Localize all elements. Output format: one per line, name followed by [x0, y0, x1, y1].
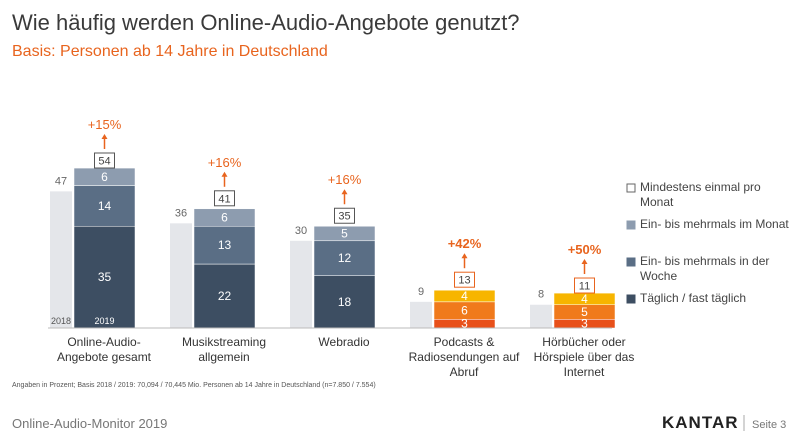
- segment-label: 12: [338, 251, 352, 265]
- segment-label: 3: [581, 317, 588, 331]
- legend-swatch: [626, 257, 636, 267]
- total-label: 35: [338, 211, 350, 223]
- category-label: Abruf: [450, 365, 479, 379]
- growth-arrowhead: [461, 253, 468, 259]
- bar-2018: [170, 223, 192, 328]
- growth-arrowhead: [221, 171, 228, 177]
- growth-label: +16%: [328, 172, 362, 187]
- segment-label: 4: [461, 289, 468, 303]
- total-label: 11: [579, 281, 590, 293]
- footnote: Angaben in Prozent; Basis 2018 / 2019: 7…: [12, 382, 376, 389]
- legend-swatch: [626, 183, 636, 193]
- growth-arrowhead: [341, 189, 348, 195]
- legend-swatch: [626, 294, 636, 304]
- segment-label: 35: [98, 270, 112, 284]
- segment-label: 14: [98, 199, 112, 213]
- category-label: Podcasts &: [434, 335, 495, 349]
- total-label: 13: [458, 275, 470, 287]
- category-label: Angebote gesamt: [57, 350, 152, 364]
- segment-label: 22: [218, 289, 232, 303]
- bar-segment: [313, 240, 376, 276]
- segment-label: 6: [461, 304, 468, 318]
- bar-segment: [313, 275, 376, 329]
- total-box: [214, 190, 235, 207]
- footer-title: Online-Audio-Monitor 2019: [12, 416, 167, 431]
- legend-label: Ein- bis mehrmals in der Woche: [640, 254, 770, 283]
- total-box: [334, 207, 355, 224]
- growth-label: +15%: [88, 117, 122, 132]
- total-box: [454, 271, 475, 288]
- category-label: Internet: [564, 365, 605, 379]
- segment-label: 5: [341, 227, 348, 241]
- category-label: Musikstreaming: [182, 335, 266, 349]
- total-box: [574, 277, 595, 294]
- total-label: 41: [218, 193, 230, 205]
- bar-2018: [50, 191, 72, 328]
- brand: KANTAR: [662, 413, 739, 432]
- segment-label: 4: [581, 292, 588, 306]
- segment-label: 6: [101, 170, 108, 184]
- total-box: [94, 152, 115, 169]
- growth-arrowhead: [581, 259, 588, 265]
- segment-label: 13: [218, 238, 232, 252]
- category-label: Hörbücher oder: [542, 335, 625, 349]
- growth-label: +50%: [568, 242, 602, 257]
- category-label: allgemein: [198, 350, 249, 364]
- category-label: Radiosendungen auf: [409, 350, 520, 364]
- legend-label: Täglich / fast täglich: [640, 291, 747, 305]
- value-label-2018: 8: [538, 289, 544, 301]
- value-label-2018: 47: [55, 175, 67, 187]
- bar-segment: [73, 185, 136, 227]
- bar-segment: [313, 225, 376, 242]
- bar-segment: [73, 225, 136, 329]
- category-label: Online-Audio-: [67, 335, 140, 349]
- value-label-2018: 30: [295, 225, 307, 237]
- growth-arrowhead: [101, 134, 108, 139]
- bar-segment: [193, 225, 256, 265]
- chart-subtitle: Basis: Personen ab 14 Jahre in Deutschla…: [12, 43, 328, 60]
- legend-label: Ein- bis mehrmals im Monat: [640, 217, 789, 231]
- bar-segment: [433, 289, 496, 303]
- legend-swatch: [626, 220, 636, 230]
- segment-label: 3: [461, 317, 468, 331]
- category-label: Hörspiele über das: [534, 350, 635, 364]
- legend-label: Mindestens einmal pro Monat: [640, 180, 761, 209]
- year-label: 2019: [94, 316, 114, 326]
- bar-2018: [530, 304, 552, 328]
- total-label: 54: [98, 156, 110, 168]
- bar-2018: [410, 301, 432, 328]
- growth-label: +16%: [208, 155, 242, 170]
- segment-label: 6: [221, 211, 228, 225]
- page-number: Seite 3: [752, 419, 786, 431]
- value-label-2018: 9: [418, 286, 424, 298]
- chart-title: Wie häufig werden Online-Audio-Angebote …: [12, 10, 520, 35]
- category-label: Webradio: [318, 335, 369, 349]
- year-label: 2018: [51, 316, 71, 326]
- segment-label: 5: [581, 305, 588, 319]
- segment-label: 18: [338, 295, 352, 309]
- bar-2018: [290, 240, 312, 328]
- bar-segment: [193, 208, 256, 227]
- bar-segment: [193, 263, 256, 329]
- growth-label: +42%: [448, 236, 482, 251]
- value-label-2018: 36: [175, 207, 187, 219]
